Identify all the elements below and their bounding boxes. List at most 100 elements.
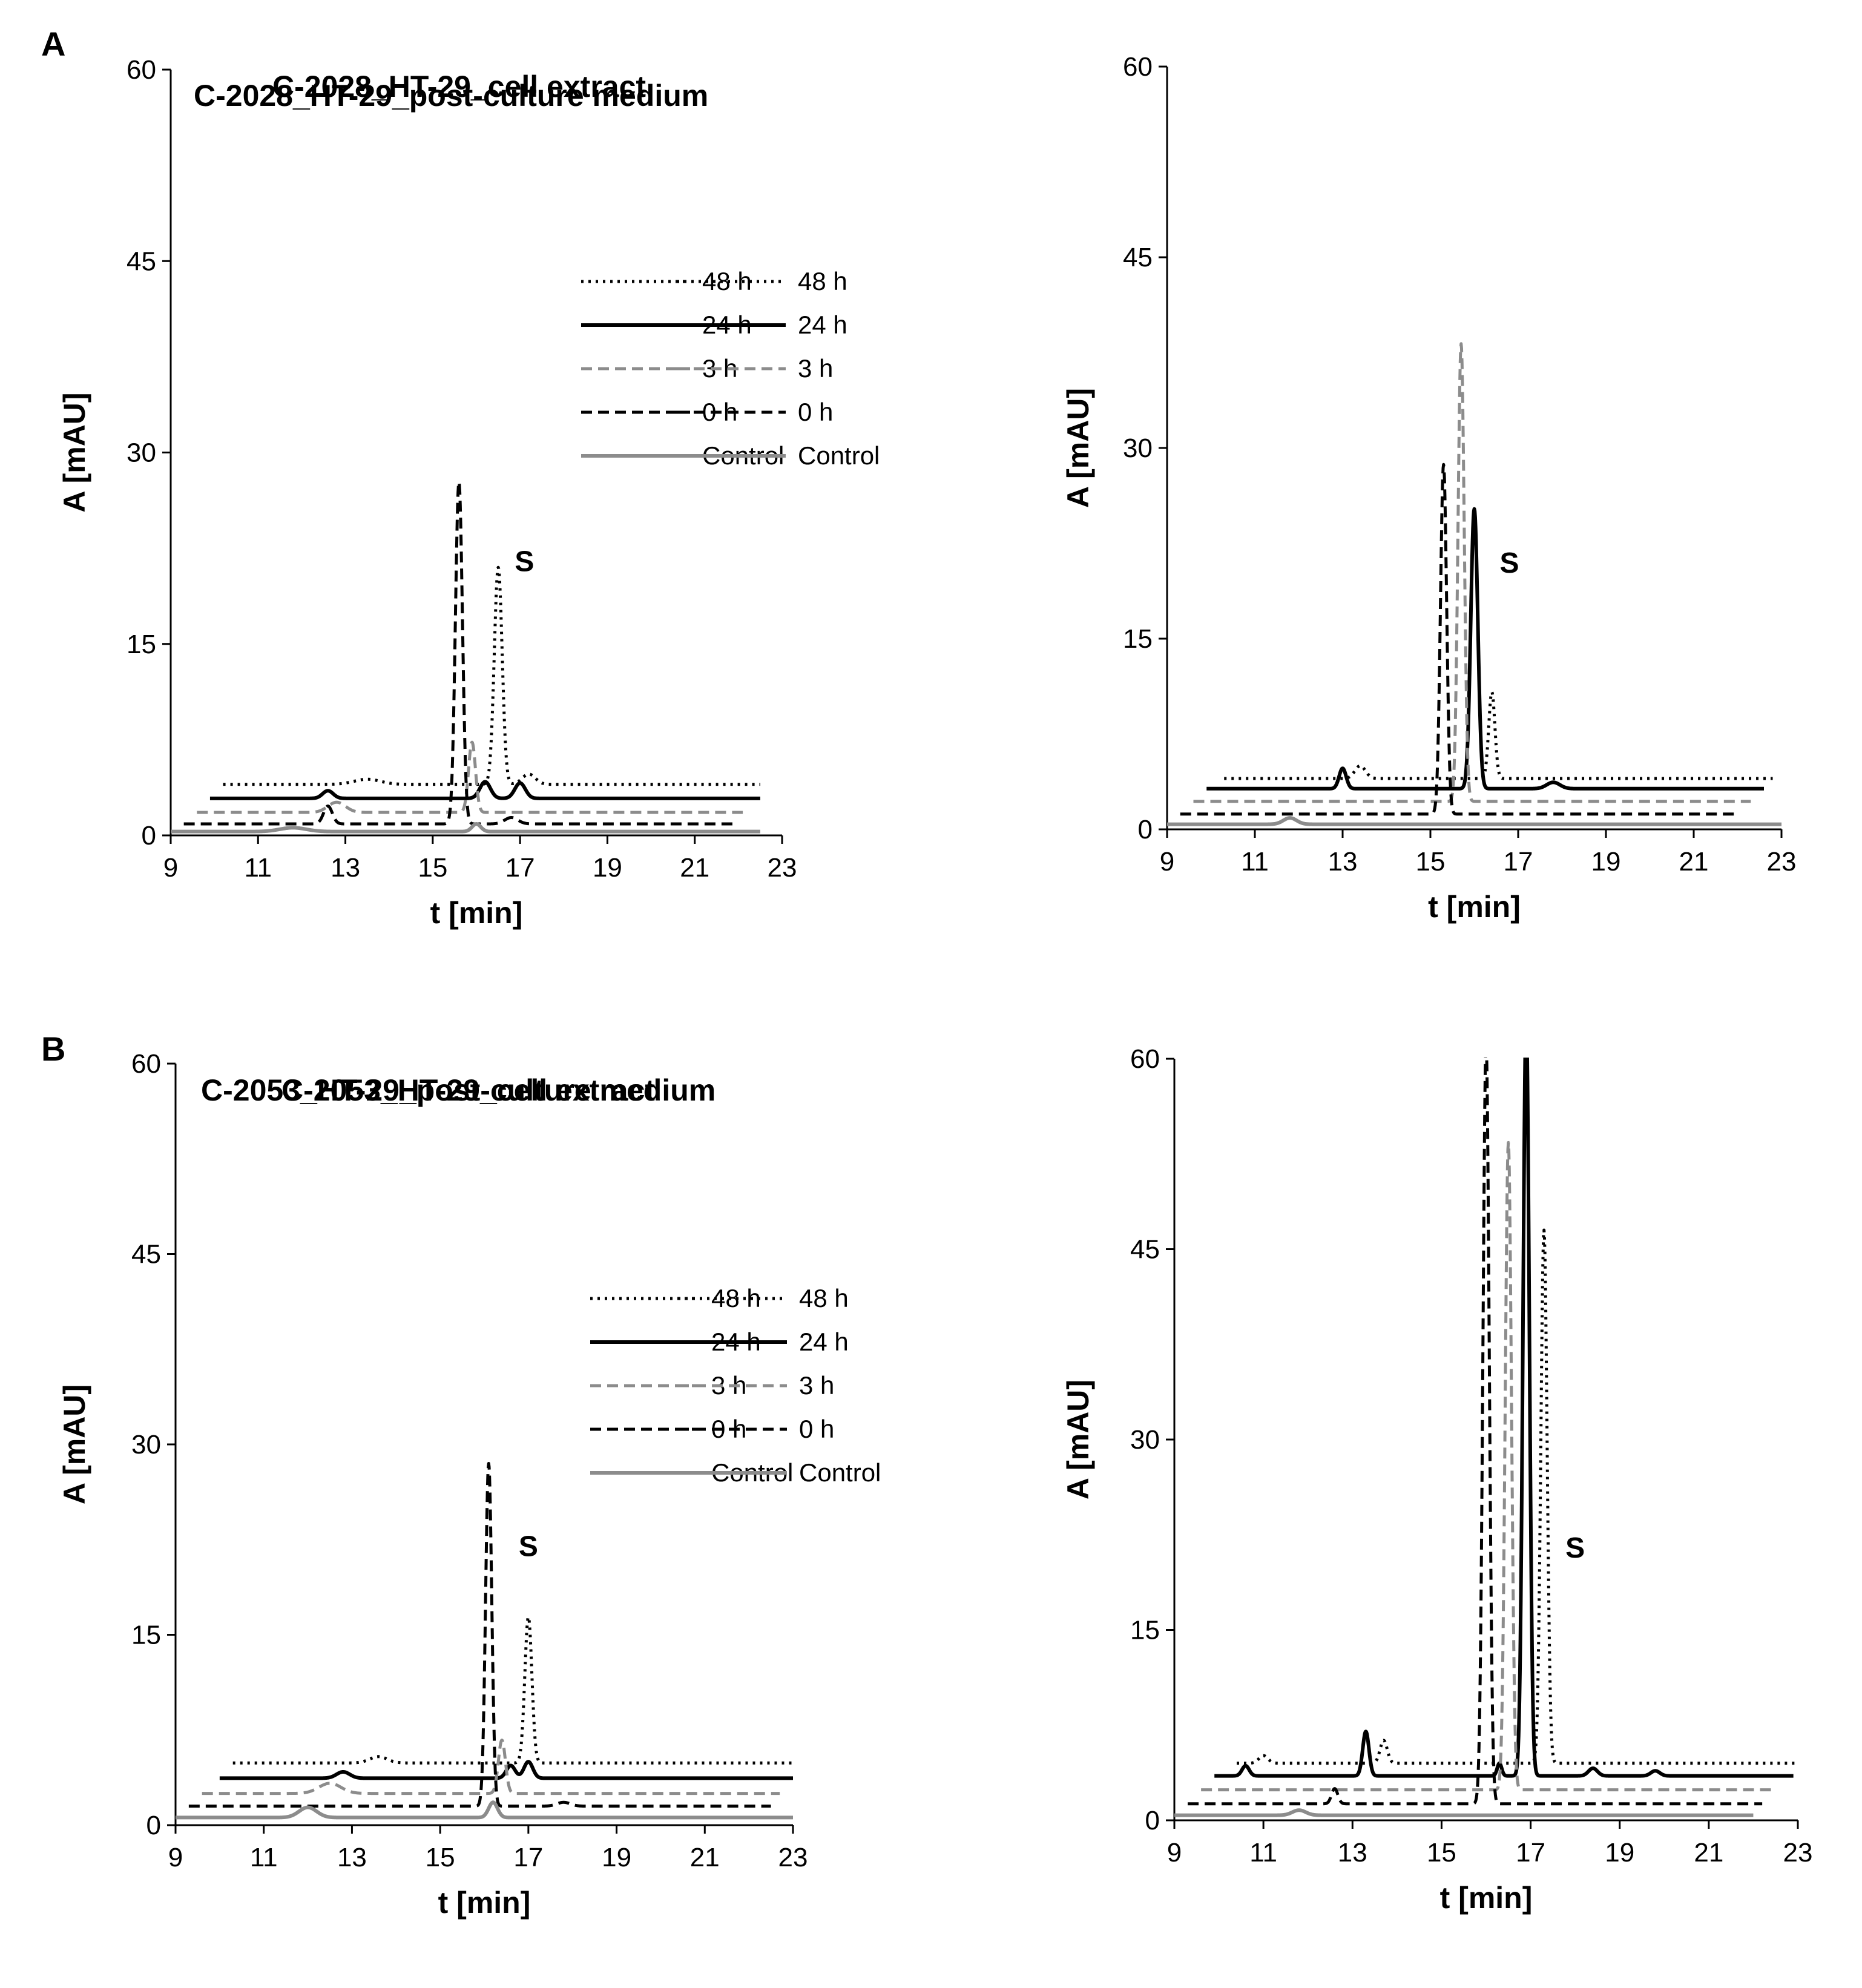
y-tick-label: 30 xyxy=(1123,433,1153,463)
y-tick-label: 45 xyxy=(127,246,156,276)
x-tick-label: 21 xyxy=(690,1843,720,1872)
traces xyxy=(176,1461,795,1820)
series-line-48-h xyxy=(1235,1228,1799,1765)
x-tick-label: 13 xyxy=(1328,847,1358,877)
series-line-48-h xyxy=(231,1615,794,1765)
x-tick-label: 19 xyxy=(1591,847,1621,877)
x-tick-label: 17 xyxy=(1504,847,1533,877)
y-tick-label: 15 xyxy=(1123,624,1153,654)
legend-label-3-h: 3 h xyxy=(798,354,833,383)
y-tick-label: 45 xyxy=(1130,1235,1160,1265)
x-tick-label: 19 xyxy=(593,853,622,883)
y-tick-label: 60 xyxy=(131,1049,161,1079)
legend-label-control: Control xyxy=(798,441,880,470)
x-tick-label: 15 xyxy=(426,1843,455,1872)
x-tick-label: 9 xyxy=(1160,847,1174,877)
x-tick-label: 19 xyxy=(1605,1838,1634,1868)
chart-b-cell-extract: 0 15 30 45 60 9 11 13 15 17 19 21 23 t [min] A [mAU] C-… xyxy=(281,1044,1813,1915)
x-tick-label: 15 xyxy=(1416,847,1446,877)
legend-label-24-h: 24 h xyxy=(799,1328,849,1356)
y-tick-label: 60 xyxy=(1130,1044,1160,1074)
series-line-0-h xyxy=(1179,462,1739,816)
series-line-3-h xyxy=(200,1739,781,1795)
x-tick-label: 9 xyxy=(163,853,178,883)
series-line-control xyxy=(176,1800,795,1820)
x-tick-label: 15 xyxy=(418,853,447,883)
y-tick-label: 30 xyxy=(131,1430,161,1460)
x-tick-label: 17 xyxy=(1516,1838,1545,1868)
y-axis-label: A [mAU] xyxy=(58,392,91,512)
x-axis-label: t [min] xyxy=(1440,1881,1533,1915)
legend-label-48-h: 48 h xyxy=(798,267,847,295)
series-line-3-h xyxy=(1192,342,1752,803)
x-tick-label: 11 xyxy=(250,1843,278,1872)
y-tick-label: 15 xyxy=(1130,1616,1160,1645)
chart-title: C-2028_HT-29_post-culture medium xyxy=(194,79,708,113)
y-tick-label: 45 xyxy=(131,1240,161,1269)
x-tick-label: 9 xyxy=(1167,1838,1182,1868)
legend-label-0-h: 0 h xyxy=(799,1415,834,1443)
y-tick-label: 30 xyxy=(1130,1425,1160,1455)
y-axis-label: A [mAU] xyxy=(1061,1380,1095,1499)
series-line-3-h xyxy=(1200,1140,1777,1792)
y-axis-label: A [mAU] xyxy=(58,1384,91,1504)
y-tick-label: 60 xyxy=(1123,52,1153,82)
series-line-0-h xyxy=(1186,1058,1763,1806)
series-line-control xyxy=(1174,1808,1755,1817)
peak-annotation-s: S xyxy=(1565,1532,1585,1564)
y-tick-label: 0 xyxy=(146,1811,161,1840)
traces xyxy=(171,480,762,834)
y-tick-label: 60 xyxy=(127,55,156,85)
x-tick-label: 13 xyxy=(1338,1838,1367,1868)
x-tick-label: 11 xyxy=(1249,1838,1277,1868)
chart-a-post-culture-medium: 0 15 30 45 60 9 11 13 15 17 19 21 23 t [min] A [mAU] C-… xyxy=(58,55,797,930)
legend-label-control: Control xyxy=(799,1458,881,1487)
x-tick-label: 13 xyxy=(331,853,360,883)
y-tick-label: 45 xyxy=(1123,243,1153,272)
peak-annotation-s: S xyxy=(519,1531,538,1563)
legend-label-48-h: 48 h xyxy=(799,1284,849,1312)
chart-title: C-2053_HT-29_post-culture medium xyxy=(201,1073,716,1107)
x-tick-label: 23 xyxy=(1783,1838,1813,1868)
x-tick-label: 23 xyxy=(768,853,797,883)
chart-title: C-2053_HT-29_cell extract xyxy=(281,1073,655,1107)
series-line-control xyxy=(1167,816,1783,826)
x-tick-label: 17 xyxy=(505,853,535,883)
series-line-0-h xyxy=(182,480,735,826)
y-tick-label: 15 xyxy=(131,1621,161,1650)
series-line-3-h xyxy=(196,740,744,814)
series-line-48-h xyxy=(222,565,762,786)
legend-label-24-h: 24 h xyxy=(798,311,847,339)
x-tick-label: 21 xyxy=(1694,1838,1723,1868)
chart-a-cell-extract: 0 15 30 45 60 9 11 13 15 17 19 21 23 t [min] A [mAU] C-… xyxy=(272,52,1797,924)
x-tick-label: 23 xyxy=(1767,847,1797,877)
panel-label-b: B xyxy=(41,1030,66,1068)
x-tick-label: 23 xyxy=(778,1843,808,1872)
x-tick-label: 15 xyxy=(1427,1838,1456,1868)
y-tick-label: 0 xyxy=(142,821,156,851)
x-axis-label: t [min] xyxy=(438,1886,531,1920)
y-tick-label: 0 xyxy=(1138,815,1153,844)
x-tick-label: 21 xyxy=(680,853,709,883)
series-line-24-h xyxy=(1212,1058,1795,1778)
x-tick-label: 17 xyxy=(513,1843,543,1872)
legend-label-0-h: 0 h xyxy=(798,398,833,426)
y-axis-label: A [mAU] xyxy=(1061,388,1095,508)
x-tick-label: 11 xyxy=(244,853,272,883)
series-line-48-h xyxy=(1223,690,1774,780)
chart-title: C-2028_HT-29_cell extract xyxy=(272,70,646,104)
x-tick-label: 11 xyxy=(1241,847,1269,877)
traces xyxy=(1174,1058,1799,1817)
series-line-24-h xyxy=(1205,507,1766,791)
peak-annotation-s: S xyxy=(515,546,534,578)
y-tick-label: 15 xyxy=(127,630,156,659)
panel-label-a: A xyxy=(41,25,66,63)
x-tick-label: 19 xyxy=(602,1843,631,1872)
x-tick-label: 21 xyxy=(1679,847,1709,877)
x-tick-label: 13 xyxy=(337,1843,367,1872)
peak-annotation-s: S xyxy=(1499,547,1519,579)
traces xyxy=(1167,342,1783,826)
legend-label-3-h: 3 h xyxy=(799,1371,834,1400)
x-tick-label: 9 xyxy=(168,1843,183,1872)
series-line-0-h xyxy=(188,1461,772,1808)
